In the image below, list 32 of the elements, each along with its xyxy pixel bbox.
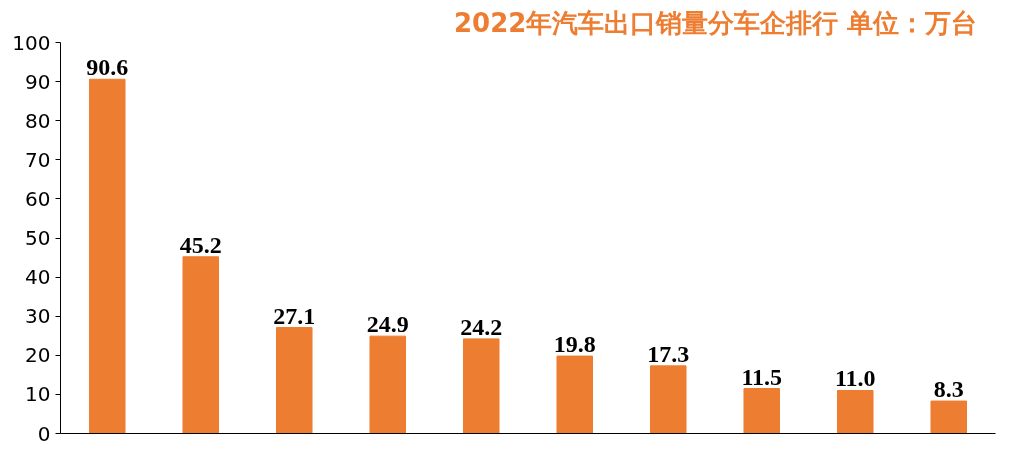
data-label: 90.6 (86, 54, 129, 81)
y-tick-label: 100 (12, 30, 51, 55)
y-tick-label: 30 (25, 304, 51, 329)
data-label: 11.0 (834, 365, 876, 392)
data-label: 17.3 (647, 340, 690, 367)
data-label: 24.2 (460, 313, 503, 340)
bar (275, 327, 313, 434)
y-tick-label: 90 (25, 69, 51, 94)
bar (182, 256, 220, 434)
y-tick-label: 10 (25, 382, 51, 407)
data-label: 19.8 (553, 331, 596, 358)
y-tick-label: 40 (25, 265, 51, 290)
data-label: 8.3 (933, 376, 964, 403)
bar (743, 388, 781, 434)
bar (556, 355, 594, 434)
data-label: 24.9 (366, 311, 409, 338)
chart-title: 2022年汽车出口销量分车企排行 单位：万台 (453, 7, 978, 38)
bar (836, 389, 874, 434)
y-tick-label: 50 (25, 226, 51, 250)
y-tick-label: 80 (25, 108, 51, 133)
data-label: 11.5 (741, 363, 783, 390)
bar (462, 338, 500, 434)
bar (930, 400, 968, 434)
bar (88, 78, 126, 434)
y-tick-label: 70 (25, 147, 51, 172)
data-label: 45.2 (179, 231, 222, 258)
y-tick-label: 60 (25, 186, 51, 211)
bar (369, 335, 407, 434)
data-label: 27.1 (273, 302, 316, 329)
y-tick-label: 20 (25, 343, 51, 368)
bar (649, 365, 687, 434)
y-tick-label: 0 (37, 421, 51, 446)
